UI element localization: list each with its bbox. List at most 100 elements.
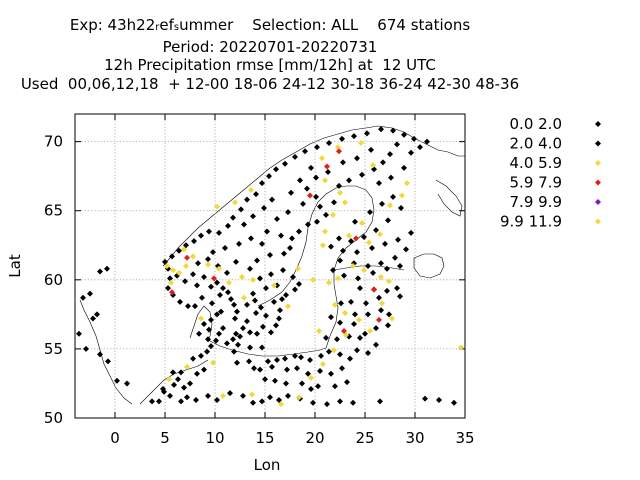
data-point	[250, 290, 256, 297]
data-point	[261, 204, 267, 211]
title-line-2: Period: 20220701-20220731	[162, 37, 378, 56]
data-point	[247, 329, 253, 336]
data-point	[373, 325, 379, 332]
data-point	[350, 263, 356, 269]
data-point	[198, 352, 204, 359]
data-point	[169, 289, 175, 296]
data-point	[299, 380, 305, 387]
data-point	[285, 303, 291, 310]
data-point	[97, 268, 103, 275]
data-point	[248, 187, 254, 193]
data-point	[326, 348, 332, 355]
data-point	[340, 159, 346, 166]
data-point	[205, 336, 211, 343]
data-point	[156, 398, 162, 405]
plot-frame	[74, 113, 466, 419]
data-point	[380, 159, 386, 166]
data-point	[310, 399, 316, 406]
data-point	[352, 311, 358, 318]
data-point	[213, 337, 219, 344]
data-point	[336, 148, 342, 155]
data-point	[361, 233, 367, 240]
data-point	[305, 221, 311, 228]
legend-label: 2.0 4.0	[510, 135, 562, 153]
data-point	[195, 260, 201, 267]
data-point	[401, 131, 407, 138]
data-point	[249, 391, 255, 398]
data-point	[269, 196, 275, 203]
data-point	[263, 285, 269, 292]
data-point	[214, 279, 220, 286]
data-point	[178, 398, 184, 405]
data-point	[105, 358, 111, 365]
data-point	[376, 180, 382, 187]
data-point	[220, 325, 226, 332]
data-point	[337, 257, 343, 264]
x-axis-label: Lon	[254, 456, 281, 474]
data-point	[348, 238, 354, 245]
data-point	[252, 297, 258, 304]
data-point	[304, 185, 310, 192]
data-point	[161, 388, 167, 395]
data-point	[201, 366, 207, 373]
data-point	[288, 189, 294, 196]
data-point	[237, 333, 243, 340]
data-point	[397, 263, 403, 269]
data-point	[250, 276, 256, 283]
legend-label: 4.0 5.9	[510, 154, 562, 172]
data-point	[265, 358, 271, 365]
data-point	[247, 344, 253, 351]
data-point	[264, 228, 270, 235]
data-point	[332, 383, 338, 390]
data-point	[339, 365, 345, 372]
data-point	[351, 133, 357, 140]
data-point	[206, 326, 212, 333]
data-point	[371, 166, 377, 173]
coast-baltic-east	[325, 189, 375, 349]
legend-marker	[595, 218, 601, 225]
data-point	[451, 399, 457, 406]
data-point	[184, 394, 190, 401]
data-point	[364, 130, 370, 137]
data-point	[240, 325, 246, 332]
coast-britain	[79, 299, 133, 405]
data-point	[273, 166, 279, 173]
data-point	[190, 253, 196, 260]
data-point	[318, 352, 324, 359]
data-point	[87, 290, 93, 297]
data-point	[379, 300, 385, 307]
data-point	[248, 235, 254, 242]
data-point	[225, 222, 231, 229]
data-point	[277, 307, 283, 314]
data-point	[231, 348, 237, 355]
data-point	[278, 401, 284, 408]
data-point	[181, 384, 187, 391]
data-point	[297, 177, 303, 184]
data-point	[287, 245, 293, 252]
legend-label: 5.9 7.9	[510, 174, 562, 192]
data-point	[184, 363, 190, 370]
data-point	[336, 182, 342, 189]
data-point	[165, 285, 171, 292]
legend: 0.0 2.0 2.0 4.04.0 5.9 5.9 7.97.9 9.9 9.9 1…	[500, 115, 601, 231]
data-point	[341, 327, 347, 334]
data-point	[302, 148, 308, 155]
data-points	[76, 126, 464, 408]
data-point	[369, 245, 375, 252]
y-tick-label: 55	[44, 340, 63, 358]
data-point	[285, 392, 291, 399]
data-point	[385, 217, 391, 224]
data-point	[422, 395, 428, 402]
data-point	[262, 376, 268, 383]
data-point	[323, 334, 329, 341]
data-point	[214, 203, 220, 210]
x-tick-label: 10	[205, 429, 224, 447]
data-point	[266, 173, 272, 180]
data-point	[394, 141, 400, 148]
data-point	[319, 155, 325, 162]
data-point	[177, 298, 183, 305]
data-point	[386, 278, 392, 285]
x-tick-label: 35	[455, 429, 474, 447]
data-point	[368, 146, 374, 153]
data-point	[359, 171, 365, 178]
